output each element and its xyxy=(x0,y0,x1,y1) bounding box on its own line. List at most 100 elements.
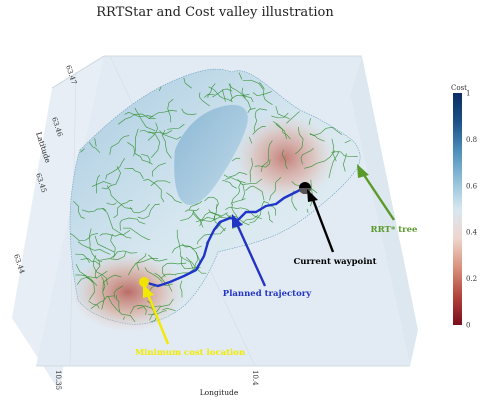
x-axis-ticks: 10.35 10.4 Longitude xyxy=(54,370,259,397)
rrt-tree-branch xyxy=(259,81,273,105)
rrt-tree-branch xyxy=(223,172,248,178)
rrt-tree-branch xyxy=(127,142,153,165)
rrt-tree-branch xyxy=(147,310,167,316)
rrt-tree-branch xyxy=(331,151,358,158)
x-tick-label: 10.35 xyxy=(54,370,62,390)
rrt-tree-branch xyxy=(232,157,241,162)
rrt-tree-branch xyxy=(88,141,101,153)
rrt-tree-branch xyxy=(100,251,127,261)
rrt-tree-branch xyxy=(94,259,101,279)
back-wall-left xyxy=(12,56,104,392)
rrt-tree-branch xyxy=(123,227,151,241)
minimum-cost-label: Minimum cost location xyxy=(135,348,245,358)
rrt-tree-branch xyxy=(252,91,272,97)
rrt-tree-branch xyxy=(144,267,163,283)
rrt-tree-branch xyxy=(148,110,177,119)
rrt-tree-branch xyxy=(308,118,311,125)
rrt-tree-branch xyxy=(181,108,197,115)
rrt-tree-branch xyxy=(294,126,304,155)
rrt-tree-branch xyxy=(204,196,219,209)
rrt-tree-branch xyxy=(208,86,233,103)
rrt-tree-branch xyxy=(271,112,289,119)
rrt-tree-branch xyxy=(107,295,136,323)
rrt-tree-branch xyxy=(184,208,200,212)
rrt-tree-branch xyxy=(102,207,132,239)
rrt-tree-branch xyxy=(212,88,233,98)
rrt-tree-branch xyxy=(101,276,106,310)
rrt-tree-branch xyxy=(81,208,107,213)
rrt-tree-branch xyxy=(73,200,85,219)
rrt-tree-branch xyxy=(137,305,161,310)
rrt-tree-branch xyxy=(179,250,194,270)
valley-hole xyxy=(174,104,248,205)
rrt-tree-branch xyxy=(263,201,276,216)
rrt-tree-branch xyxy=(249,157,253,183)
minimum-cost-marker xyxy=(139,277,149,287)
rrt-tree-branch xyxy=(143,178,165,203)
rrt-tree-branch xyxy=(195,211,223,223)
minimum-cost-arrow xyxy=(145,291,170,345)
rrt-tree-branch xyxy=(75,253,90,263)
rrt-tree-branch xyxy=(94,138,97,147)
rrt-tree-branch xyxy=(269,177,282,201)
rrt-tree-branch xyxy=(80,148,85,153)
rrt-tree-branch xyxy=(162,307,176,312)
rrt-tree-branch xyxy=(129,203,150,214)
x-tick-label: 10.4 xyxy=(251,370,259,386)
rrt-tree-branch xyxy=(241,87,254,103)
rrt-tree-branch xyxy=(198,92,210,107)
rrt-tree-branch xyxy=(300,148,314,165)
rrt-tree-branch xyxy=(139,129,173,135)
rrt-tree-branch xyxy=(124,112,154,118)
rrt-tree-branch xyxy=(176,229,181,251)
rrt-tree-branch xyxy=(342,153,347,172)
rrt-tree-branch xyxy=(192,212,217,222)
rrt-tree-branch xyxy=(93,255,108,286)
rrt-tree-branch xyxy=(230,182,242,205)
rrt-tree-branch xyxy=(160,273,177,279)
rrt-tree-branch xyxy=(116,294,121,312)
rrt-tree-branch xyxy=(203,93,215,98)
rrt-tree-branch xyxy=(77,241,111,255)
rrt-tree-branch xyxy=(242,79,264,90)
rrt-tree-branch xyxy=(181,243,201,270)
colorbar-tick-label: 0.2 xyxy=(466,275,477,283)
rrt-tree-branch xyxy=(275,106,290,120)
rrt-tree-branch xyxy=(267,211,274,223)
rrt-tree-branch xyxy=(152,162,167,177)
rrt-tree-branch xyxy=(254,159,271,168)
rrt-tree-branch xyxy=(231,198,246,204)
rrt-tree-branch xyxy=(166,192,182,204)
rrt-tree-branch xyxy=(102,274,122,292)
waypoint-arrow xyxy=(310,196,335,253)
trajectory-arrow xyxy=(234,221,267,287)
rrt-tree-branch xyxy=(80,258,101,266)
colorbar-ticks: 0 0.2 0.4 0.6 0.8 1 xyxy=(466,90,478,330)
rrt-tree-branch xyxy=(124,168,144,179)
rrt-tree-branch xyxy=(207,83,216,98)
rrt-tree-branch xyxy=(75,264,98,286)
rrt-tree-branch xyxy=(225,213,239,218)
rrt-tree-branch xyxy=(106,202,117,205)
annotations: Current waypoint Planned trajectory RRT*… xyxy=(135,164,418,358)
rrt-tree-branch xyxy=(158,86,162,92)
rrt-tree-branch xyxy=(331,138,337,162)
chart-title: RRTStar and Cost valley illustration xyxy=(96,5,334,20)
cost-low-region-bottom xyxy=(70,252,186,332)
rrt-tree-branch xyxy=(241,178,263,186)
cost-low-region-top xyxy=(233,113,337,203)
rrt-tree-branch xyxy=(90,295,115,309)
rrt-tree-branch xyxy=(221,89,226,102)
rrt-tree-branch xyxy=(252,126,266,135)
colorbar: Cost 0 0.2 0.4 0.6 0.8 1 xyxy=(451,84,478,330)
rrt-tree-branch xyxy=(162,129,172,159)
rrt-tree-branch xyxy=(162,262,187,277)
rrt-tree-branch xyxy=(95,174,100,194)
rrt-tree-branch xyxy=(238,72,243,80)
rrt-tree-branch xyxy=(149,298,174,321)
rrt-tree-branch xyxy=(91,181,112,187)
rrt-tree-branch xyxy=(222,179,237,189)
rrt-tree-branch xyxy=(134,107,156,132)
colorbar-tick-label: 0.6 xyxy=(466,182,478,190)
